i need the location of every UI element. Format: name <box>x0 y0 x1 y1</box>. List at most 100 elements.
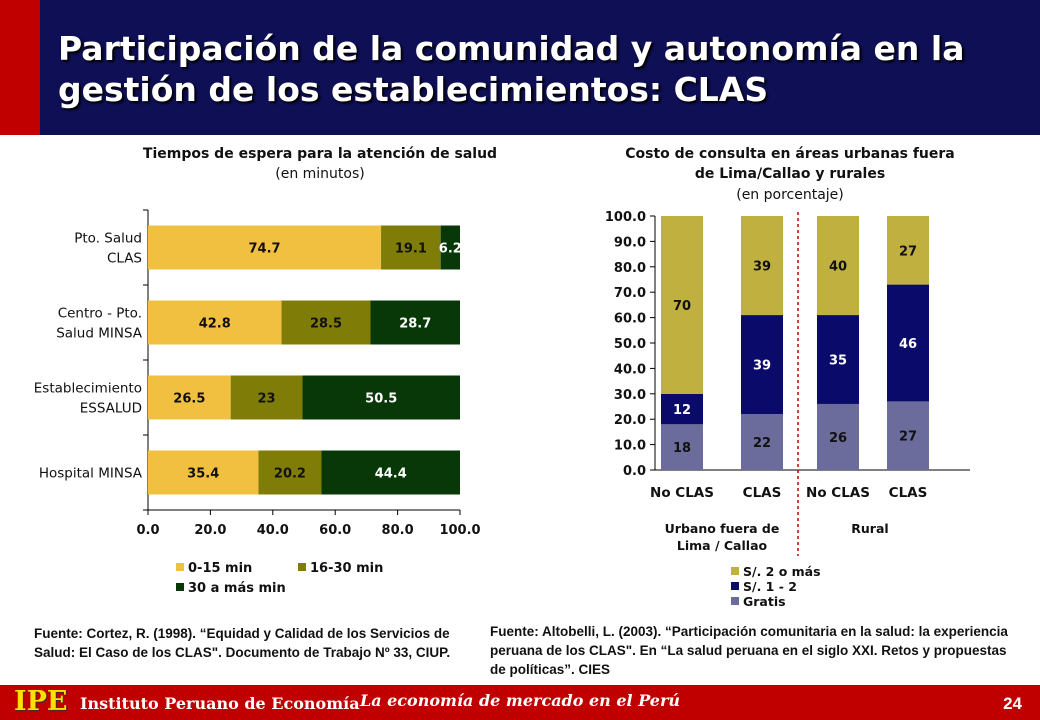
data-label: 6.2 <box>439 242 462 257</box>
bar-16-30-min <box>230 375 303 420</box>
bar-16-30-min <box>258 450 322 495</box>
legend-swatch-30-a-m-s-min <box>176 583 184 591</box>
right-chart-title-line2: de Lima/Callao y rurales <box>694 166 886 182</box>
bar-s-2-o-m-s <box>817 216 859 316</box>
footer-tagline: La economía de mercado en el Perú <box>359 691 681 710</box>
page-number: 24 <box>1003 694 1022 713</box>
data-label: 26.5 <box>173 392 205 407</box>
data-label: 35.4 <box>187 467 219 482</box>
bar-0-15-min <box>148 225 382 270</box>
data-label: 22 <box>753 436 771 451</box>
data-label: 46 <box>899 337 917 352</box>
legend-label: 16-30 min <box>310 561 383 576</box>
bar-s-2-o-m-s <box>887 216 929 285</box>
right-chart-subtitle: (en porcentaje) <box>736 187 844 203</box>
bar-s-2-o-m-s <box>741 216 783 316</box>
x-tick-label: 60.0 <box>319 523 351 538</box>
x-tick-label: 20.0 <box>194 523 226 538</box>
data-label: 74.7 <box>248 242 280 257</box>
category-label: Centro - Pto. <box>58 306 142 322</box>
y-tick-label: 10.0 <box>614 439 646 454</box>
data-label: 42.8 <box>199 317 231 332</box>
category-label: CLAS <box>889 485 928 501</box>
footer-bar <box>0 685 1040 720</box>
bar-s-1-2 <box>741 315 783 415</box>
data-label: 12 <box>673 403 691 418</box>
data-label: 39 <box>753 260 771 275</box>
legend-label: Gratis <box>743 594 786 609</box>
x-tick-label: 80.0 <box>382 523 414 538</box>
data-label: 27 <box>899 430 917 445</box>
category-label: Pto. Salud <box>74 231 142 247</box>
legend-label: 0-15 min <box>188 561 252 576</box>
legend-swatch-s-2-o-m-s <box>731 567 739 575</box>
category-label: No CLAS <box>650 485 714 501</box>
y-tick-label: 100.0 <box>605 210 646 225</box>
header-banner <box>0 0 1040 135</box>
data-label: 28.7 <box>399 317 431 332</box>
bar-gratis <box>887 401 929 470</box>
bar-30-a-m-s-min <box>440 225 460 270</box>
data-label: 40 <box>829 260 847 275</box>
left-chart-subtitle: (en minutos) <box>275 166 365 182</box>
bar-30-a-m-s-min <box>302 375 460 420</box>
x-tick-label: 100.0 <box>439 523 480 538</box>
right-source-note: Fuente: Altobelli, L. (2003). “Participa… <box>490 624 1008 677</box>
data-label: 28.5 <box>310 317 342 332</box>
bar-30-a-m-s-min <box>370 300 460 345</box>
y-tick-label: 90.0 <box>614 235 646 250</box>
category-label: Hospital MINSA <box>39 466 143 482</box>
group-label-line: Urbano fuera de <box>665 521 780 536</box>
data-label: 27 <box>899 244 917 259</box>
bar-s-1-2 <box>887 284 929 402</box>
legend-label: S/. 1 - 2 <box>743 579 797 594</box>
bar-gratis <box>817 403 859 470</box>
left-chart-title: Tiempos de espera para la atención de sa… <box>142 146 498 162</box>
bar-30-a-m-s-min <box>321 450 460 495</box>
bar-16-30-min <box>381 225 441 270</box>
data-label: 23 <box>258 392 276 407</box>
bar-gratis <box>661 424 703 470</box>
category-label: Establecimiento <box>34 381 142 397</box>
legend-swatch-gratis <box>731 597 739 605</box>
bar-s-1-2 <box>817 315 859 404</box>
bar-s-2-o-m-s <box>661 216 703 394</box>
left-source-note: Fuente: Cortez, R. (1998). “Equidad y Ca… <box>34 626 451 660</box>
category-label: CLAS <box>743 485 782 501</box>
group-label-urbano: Urbano fuera de Lima / Callao <box>665 521 780 553</box>
category-label: No CLAS <box>806 485 870 501</box>
bar-gratis <box>741 414 783 470</box>
y-tick-label: 50.0 <box>614 337 646 352</box>
data-label: 70 <box>673 299 691 314</box>
data-label: 20.2 <box>274 467 306 482</box>
data-label: 18 <box>673 441 691 456</box>
data-label: 50.5 <box>365 392 397 407</box>
category-label: CLAS <box>107 251 142 267</box>
data-label: 19.1 <box>395 242 427 257</box>
group-label-rural: Rural <box>851 521 888 536</box>
data-label: 26 <box>829 431 847 446</box>
legend-label: 30 a más min <box>188 581 286 596</box>
legend-swatch-16-30-min <box>298 563 306 571</box>
bar-0-15-min <box>148 375 231 420</box>
page-title: Participación de la comunidad y autonomí… <box>58 29 965 109</box>
category-label: Salud MINSA <box>56 326 143 342</box>
data-label: 39 <box>753 359 771 374</box>
bar-0-15-min <box>148 300 282 345</box>
y-tick-label: 0.0 <box>623 464 646 479</box>
legend-swatch-s-1-2 <box>731 582 739 590</box>
legend-swatch-0-15-min <box>176 563 184 571</box>
y-tick-label: 60.0 <box>614 312 646 327</box>
y-tick-label: 40.0 <box>614 362 646 377</box>
y-tick-label: 20.0 <box>614 413 646 428</box>
y-tick-label: 30.0 <box>614 388 646 403</box>
y-tick-label: 80.0 <box>614 261 646 276</box>
data-label: 35 <box>829 354 847 369</box>
x-tick-label: 0.0 <box>136 523 159 538</box>
y-tick-label: 70.0 <box>614 286 646 301</box>
bar-s-1-2 <box>661 393 703 425</box>
ipe-logo: IPE <box>14 686 68 717</box>
right-chart-title-line1: Costo de consulta en áreas urbanas fuera <box>625 146 955 162</box>
